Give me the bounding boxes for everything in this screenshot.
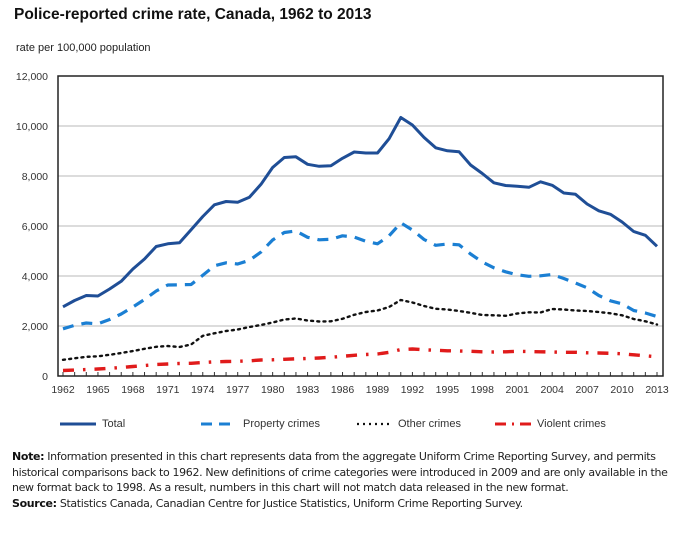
source-label: Source: bbox=[12, 496, 57, 510]
legend-swatch-dotted-icon bbox=[357, 422, 390, 426]
gridlines bbox=[58, 125, 663, 327]
note-text: Information presented in this chart repr… bbox=[12, 450, 668, 494]
legend-label: Other crimes bbox=[398, 418, 461, 430]
x-tick-label: 1968 bbox=[121, 384, 145, 396]
x-tick-label: 2004 bbox=[540, 384, 564, 396]
x-tick-label: 2007 bbox=[575, 384, 599, 396]
legend-label: Property crimes bbox=[243, 418, 321, 430]
y-tick-label: 6,000 bbox=[22, 221, 48, 233]
x-tick-label: 2001 bbox=[506, 384, 530, 396]
x-tick-label: 1992 bbox=[401, 384, 425, 396]
x-tick-label: 1998 bbox=[471, 384, 495, 396]
footnotes: Note: Information presented in this char… bbox=[12, 449, 692, 511]
note-label: Note: bbox=[12, 450, 45, 463]
y-tick-label: 12,000 bbox=[16, 71, 48, 83]
x-tick-label: 1983 bbox=[296, 384, 320, 396]
legend-item-property-crimes: Property crimes bbox=[201, 418, 320, 430]
y-axis-ticks: 0 2,000 4,000 6,000 8,000 10,000 12,000 bbox=[16, 71, 48, 383]
x-tick-label: 1962 bbox=[51, 384, 75, 396]
x-tick-label: 1971 bbox=[156, 384, 180, 396]
series-line-property-crimes bbox=[62, 221, 658, 331]
x-tick-label: 2010 bbox=[610, 384, 634, 396]
source-paragraph: Source: Statistics Canada, Canadian Cent… bbox=[12, 496, 692, 512]
x-tick-label: 1980 bbox=[261, 384, 285, 396]
legend-swatch-solid-icon bbox=[60, 422, 96, 426]
y-tick-label: 4,000 bbox=[22, 271, 48, 283]
x-tick-label: 1965 bbox=[86, 384, 110, 396]
y-tick-label: 0 bbox=[42, 371, 48, 383]
x-tick-label: 1977 bbox=[226, 384, 250, 396]
source-text: Statistics Canada, Canadian Centre for J… bbox=[56, 496, 523, 510]
legend-item-violent-crimes: Violent crimes bbox=[495, 418, 606, 430]
series-line-other-crimes bbox=[61, 298, 659, 361]
chart-title: Police-reported crime rate, Canada, 1962… bbox=[14, 6, 372, 23]
legend: Total Property crimes Other crimes Viole… bbox=[0, 418, 700, 438]
series-line-total bbox=[62, 116, 659, 309]
legend-label: Total bbox=[102, 418, 126, 430]
note-paragraph: Note: Information presented in this char… bbox=[12, 449, 692, 496]
legend-label: Violent crimes bbox=[537, 418, 606, 430]
y-tick-label: 10,000 bbox=[16, 121, 48, 133]
y-tick-label: 2,000 bbox=[22, 321, 48, 333]
x-tick-label: 1986 bbox=[331, 384, 355, 396]
y-tick-label: 8,000 bbox=[22, 171, 48, 183]
x-axis-ticks: 1962 1965 1968 1971 1974 1977 1980 1983 1986 1989… bbox=[51, 372, 669, 396]
series-line-violent-crimes bbox=[62, 347, 658, 373]
plot-frame bbox=[57, 75, 664, 377]
x-tick-label: 1995 bbox=[436, 384, 460, 396]
x-tick-label: 1974 bbox=[191, 384, 215, 396]
series-lines bbox=[61, 116, 659, 373]
legend-swatch-dashed-icon bbox=[201, 422, 237, 426]
legend-item-other-crimes: Other crimes bbox=[356, 418, 461, 430]
y-axis-label: rate per 100,000 population bbox=[16, 42, 151, 54]
legend-swatch-dash-dot-icon bbox=[495, 422, 531, 426]
x-tick-label: 1989 bbox=[366, 384, 390, 396]
x-tick-label: 2013 bbox=[645, 384, 669, 396]
legend-item-total: Total bbox=[60, 418, 125, 430]
